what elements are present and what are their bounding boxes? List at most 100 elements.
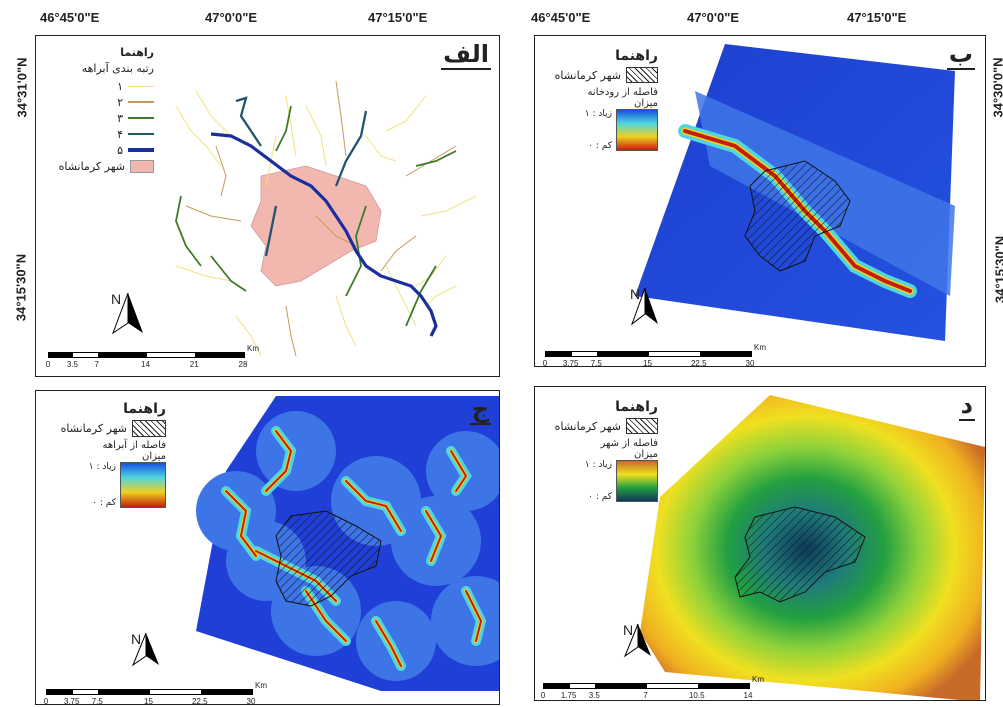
legend-order-line [128,148,154,152]
scale-bar-label: 30 [745,359,755,367]
legend-order-line [128,116,154,120]
legend-amount-label: میزان [141,451,166,462]
legend-high-label: زیاد : ۱ [584,460,612,470]
scale-bar-c: 0 3.75 7.5 15 22.5 30 Km [43,681,267,705]
city-hatch-d [734,506,866,603]
panel-a-stream-order-map: الف راهنما رتبه بندی آبراهه ۱ ۲ ۳ ۴ ۵ شهر کر… [35,35,500,377]
legend-order-label: ۴ [117,127,123,141]
coord-lat-r2: 34°15'30"N [992,235,1003,304]
order-3-streams [175,105,457,327]
scale-bar-label: 22.5 [191,697,208,705]
legend-high-label: زیاد : ۱ [88,462,116,472]
north-label: N [630,286,641,302]
scale-bar-label: 30 [246,697,256,705]
legend-order-row: ۱ [44,78,154,94]
panel-a-map-svg [175,80,477,357]
scale-bar-segment [648,352,700,356]
coord-lon-4: 46°45'0"E [531,10,591,25]
scale-bar-unit: Km [752,675,764,684]
panel-c-legend: راهنما شهر کرمانشاه فاصله از آبراهه میزا… [41,401,166,508]
scale-bar-label: 7.5 [91,697,103,705]
scale-bar-segment [697,684,749,688]
scale-bar-segment [149,690,201,694]
legend-dist-label: فاصله از رودخانه [587,87,658,98]
scale-bar-segment [571,352,598,356]
legend-amount-label: میزان [633,98,658,109]
scale-bar-label: 0 [43,697,49,705]
scale-bar-segment [49,353,74,357]
panel-b-title: ب [946,40,975,70]
scale-bar-label: 0 [542,359,548,367]
scale-bar-label: 15 [643,359,652,367]
coord-lon-6: 47°15'0"E [847,10,907,25]
north-label: N [131,631,142,647]
panel-d-title: د [958,391,975,421]
scale-bar-unit: Km [255,681,267,690]
legend-order-line [128,101,154,103]
legend-city-row: شهر کرمانشاه [41,419,166,437]
legend-order-line [128,85,154,87]
legend-low-label: کم : ۰ [92,498,116,508]
north-arrow-icon [623,623,651,658]
scale-bar-segment [595,684,647,688]
panel-d-legend: راهنما شهر کرمانشاه فاصله از شهر میزان ز… [543,399,658,502]
legend-subtitle: رتبه بندی آبراهه [81,62,154,75]
scale-bar-label: 0 [540,691,546,700]
scale-bar-segment [72,690,99,694]
legend-low-label: کم : ۰ [588,141,612,151]
city-hatch-c [275,510,382,607]
legend-order-label: ۵ [117,143,123,157]
north-arrow-icon [630,287,658,326]
scale-bar-a: 0 3.5 7 14 21 28 Km [46,344,259,376]
legend-order-label: ۲ [117,95,123,109]
north-label: N [623,622,634,638]
legend-order-label: ۱ [117,79,123,93]
north-arrow-a: N [111,291,143,335]
scale-bar-segment [646,684,698,688]
legend-order-row: ۲ [44,94,154,110]
scale-bar-label: 14 [743,691,753,700]
scale-bar-unit: Km [247,344,259,353]
legend-city-row: شهر کرمانشاه [44,158,154,174]
color-ramp-b [616,109,658,151]
panel-b-map-svg [635,44,955,341]
coord-lon-1: 46°45'0"E [40,10,100,25]
legend-dist-label: فاصله از آبراهه [102,440,166,451]
scale-bar-segment [544,684,570,688]
north-arrow-icon [111,292,143,335]
legend-order-row: ۳ [44,110,154,126]
scale-bar-segment [200,690,252,694]
legend-title: راهنما [123,401,166,417]
panel-c-stream-distance-map: ج راهنما شهر کرمانشاه فاصله از آبراهه می… [35,390,500,705]
legend-order-label: ۳ [117,111,123,125]
legend-order-row: ۵ [44,142,154,158]
scale-bar-label: 14 [141,360,150,369]
color-ramp-c [120,462,166,508]
scale-bar-track [46,689,253,695]
order-4-streams [235,96,368,257]
legend-order-row: ۴ [44,126,154,142]
panel-c-map-svg [196,396,499,691]
scale-bar-label: 10.5 [688,691,705,700]
coord-lat-r1: 34°30'0"N [990,57,1003,118]
scale-bar-track [545,351,752,357]
panel-c-title: ج [469,395,491,425]
city-polygon [250,165,382,287]
scale-bar-segment [699,352,751,356]
legend-order-line [128,132,154,136]
scale-bar-segment [97,353,147,357]
legend-city-row: شهر کرمانشاه [543,418,658,434]
scale-bar-label: 3.75 [562,359,579,367]
scale-bar-label: 21 [189,360,199,369]
panel-d-map-svg [640,395,985,700]
scale-bar-segment [597,352,649,356]
scale-bar-segment [146,353,196,357]
coord-lon-2: 47°0'0"E [205,10,258,25]
coord-lat-1: 34°31'0"N [14,57,30,118]
scale-bar-d: 0 1.75 3.5 7 10.5 14 Km [540,675,764,700]
scale-bar-label: 22.5 [690,359,707,367]
minor-streams [175,80,477,357]
north-arrow-b: N [630,286,658,326]
scale-bar-b: 0 3.75 7.5 15 22.5 30 Km [542,343,766,367]
scale-bar-label: 28 [238,360,248,369]
